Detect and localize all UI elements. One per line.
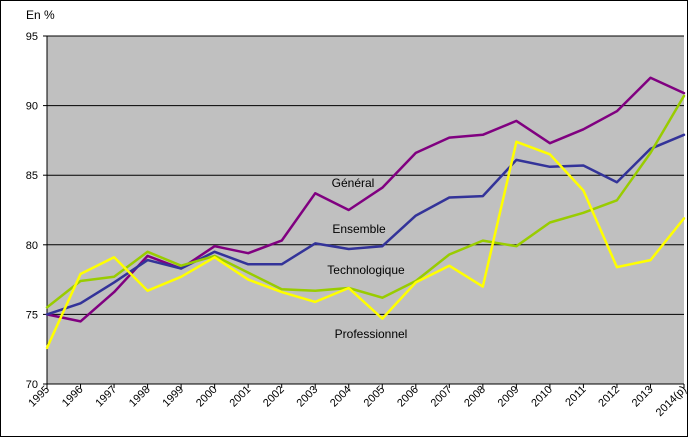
plot-background	[47, 36, 684, 384]
y-tick-label-80: 80	[26, 240, 38, 252]
plot-area	[47, 36, 684, 384]
y-tick-label-85: 85	[26, 170, 38, 182]
series-line-technologique	[45, 94, 686, 309]
series-line-ensemble	[45, 133, 686, 316]
y-tick-label-75: 75	[26, 309, 38, 321]
y-tick-label-90: 90	[26, 101, 38, 113]
y-axis-unit-label: En %	[26, 8, 55, 22]
annotation-professionnel: Professionnel	[335, 327, 408, 341]
y-tick-label-70: 70	[26, 379, 38, 391]
y-tick-label-95: 95	[26, 31, 38, 43]
annotation-general: Général	[332, 176, 375, 190]
series-annotations: Général Ensemble Technologique Professionne…	[327, 176, 407, 341]
series-line-professionnel	[45, 140, 686, 350]
annotation-ensemble: Ensemble	[332, 222, 386, 236]
series-line-general	[45, 76, 686, 323]
gridlines	[47, 35, 684, 315]
annotation-technologique: Technologique	[327, 263, 405, 277]
series-lines	[45, 76, 686, 350]
